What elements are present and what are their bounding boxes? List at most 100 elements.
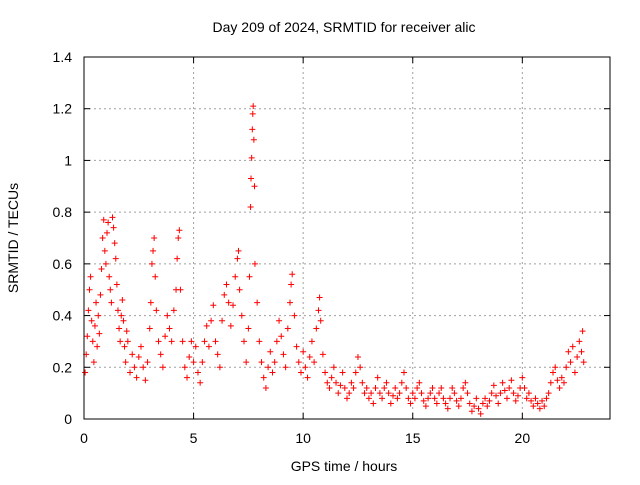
x-tick-label: 15 xyxy=(405,430,421,446)
data-point xyxy=(295,359,302,366)
data-point xyxy=(221,291,228,298)
data-point xyxy=(102,260,109,267)
data-point xyxy=(344,395,350,402)
data-point xyxy=(94,343,101,350)
data-point xyxy=(109,214,116,221)
data-point xyxy=(205,343,212,350)
data-point xyxy=(506,384,513,391)
data-point xyxy=(536,405,543,412)
data-point xyxy=(510,390,517,397)
data-points xyxy=(82,103,587,417)
data-point xyxy=(473,395,480,402)
data-point xyxy=(223,281,230,288)
data-point xyxy=(251,183,258,190)
data-point xyxy=(82,369,89,376)
data-point xyxy=(580,359,587,366)
data-point xyxy=(147,299,154,306)
data-point xyxy=(265,364,272,371)
data-point xyxy=(146,325,153,332)
data-point xyxy=(322,369,329,376)
data-point xyxy=(170,307,177,314)
data-point xyxy=(236,286,243,293)
data-point xyxy=(396,390,403,397)
data-point xyxy=(152,273,159,280)
data-point xyxy=(129,351,136,358)
data-point xyxy=(578,348,585,355)
data-point xyxy=(525,390,532,397)
data-point xyxy=(297,369,304,376)
data-point xyxy=(142,377,149,384)
data-point xyxy=(240,338,247,345)
data-point xyxy=(214,351,221,358)
data-point xyxy=(425,395,432,402)
data-point xyxy=(99,235,106,241)
data-point xyxy=(106,273,113,280)
data-point xyxy=(359,379,366,386)
data-point xyxy=(273,338,280,345)
data-point xyxy=(271,359,278,366)
data-point xyxy=(155,338,162,345)
data-point xyxy=(333,379,340,386)
data-point xyxy=(484,403,491,410)
data-point xyxy=(88,317,95,324)
data-point xyxy=(100,216,107,223)
data-point xyxy=(383,379,390,386)
data-point xyxy=(411,395,418,402)
data-point xyxy=(104,229,111,236)
data-point xyxy=(135,353,142,360)
data-point xyxy=(210,302,217,309)
data-point xyxy=(390,392,397,399)
data-point xyxy=(488,390,495,397)
data-point xyxy=(258,359,265,366)
data-point xyxy=(227,322,234,329)
data-point xyxy=(157,351,164,358)
data-point xyxy=(168,338,175,345)
data-point xyxy=(374,374,381,381)
data-point xyxy=(514,392,521,399)
data-point xyxy=(407,400,414,407)
data-point xyxy=(225,299,232,306)
data-point xyxy=(521,384,528,391)
data-point xyxy=(249,110,256,117)
data-point xyxy=(300,348,307,355)
data-point xyxy=(418,390,425,397)
data-point xyxy=(118,312,125,319)
data-point xyxy=(372,384,379,391)
data-point xyxy=(90,359,97,366)
data-point xyxy=(98,266,105,273)
data-point xyxy=(144,359,151,366)
data-point xyxy=(324,379,331,386)
data-point xyxy=(475,405,482,412)
data-point xyxy=(365,395,372,402)
data-point xyxy=(111,240,118,247)
data-point xyxy=(447,395,454,402)
data-point xyxy=(330,364,337,371)
data-point xyxy=(462,379,469,386)
data-point xyxy=(576,338,583,345)
data-point xyxy=(503,395,510,402)
data-point xyxy=(368,390,375,397)
data-point xyxy=(442,400,449,407)
data-point xyxy=(289,271,296,278)
data-point xyxy=(306,353,313,360)
data-point xyxy=(385,390,392,397)
data-point xyxy=(113,281,120,288)
data-point xyxy=(357,364,364,371)
data-point xyxy=(245,325,252,332)
data-point xyxy=(107,286,114,293)
data-point xyxy=(545,390,552,397)
data-point xyxy=(379,395,386,402)
data-point xyxy=(122,359,129,366)
data-point xyxy=(405,395,412,402)
data-point xyxy=(238,312,245,319)
data-point xyxy=(176,227,183,234)
data-point xyxy=(123,328,130,335)
data-point xyxy=(495,400,502,407)
data-point xyxy=(137,343,144,350)
data-point xyxy=(554,377,561,384)
y-axis-label: SRMTID / TECUs xyxy=(5,183,21,293)
data-point xyxy=(460,384,467,391)
data-point xyxy=(234,255,241,262)
data-point xyxy=(339,369,346,376)
y-tick-label: 1.4 xyxy=(53,49,73,65)
